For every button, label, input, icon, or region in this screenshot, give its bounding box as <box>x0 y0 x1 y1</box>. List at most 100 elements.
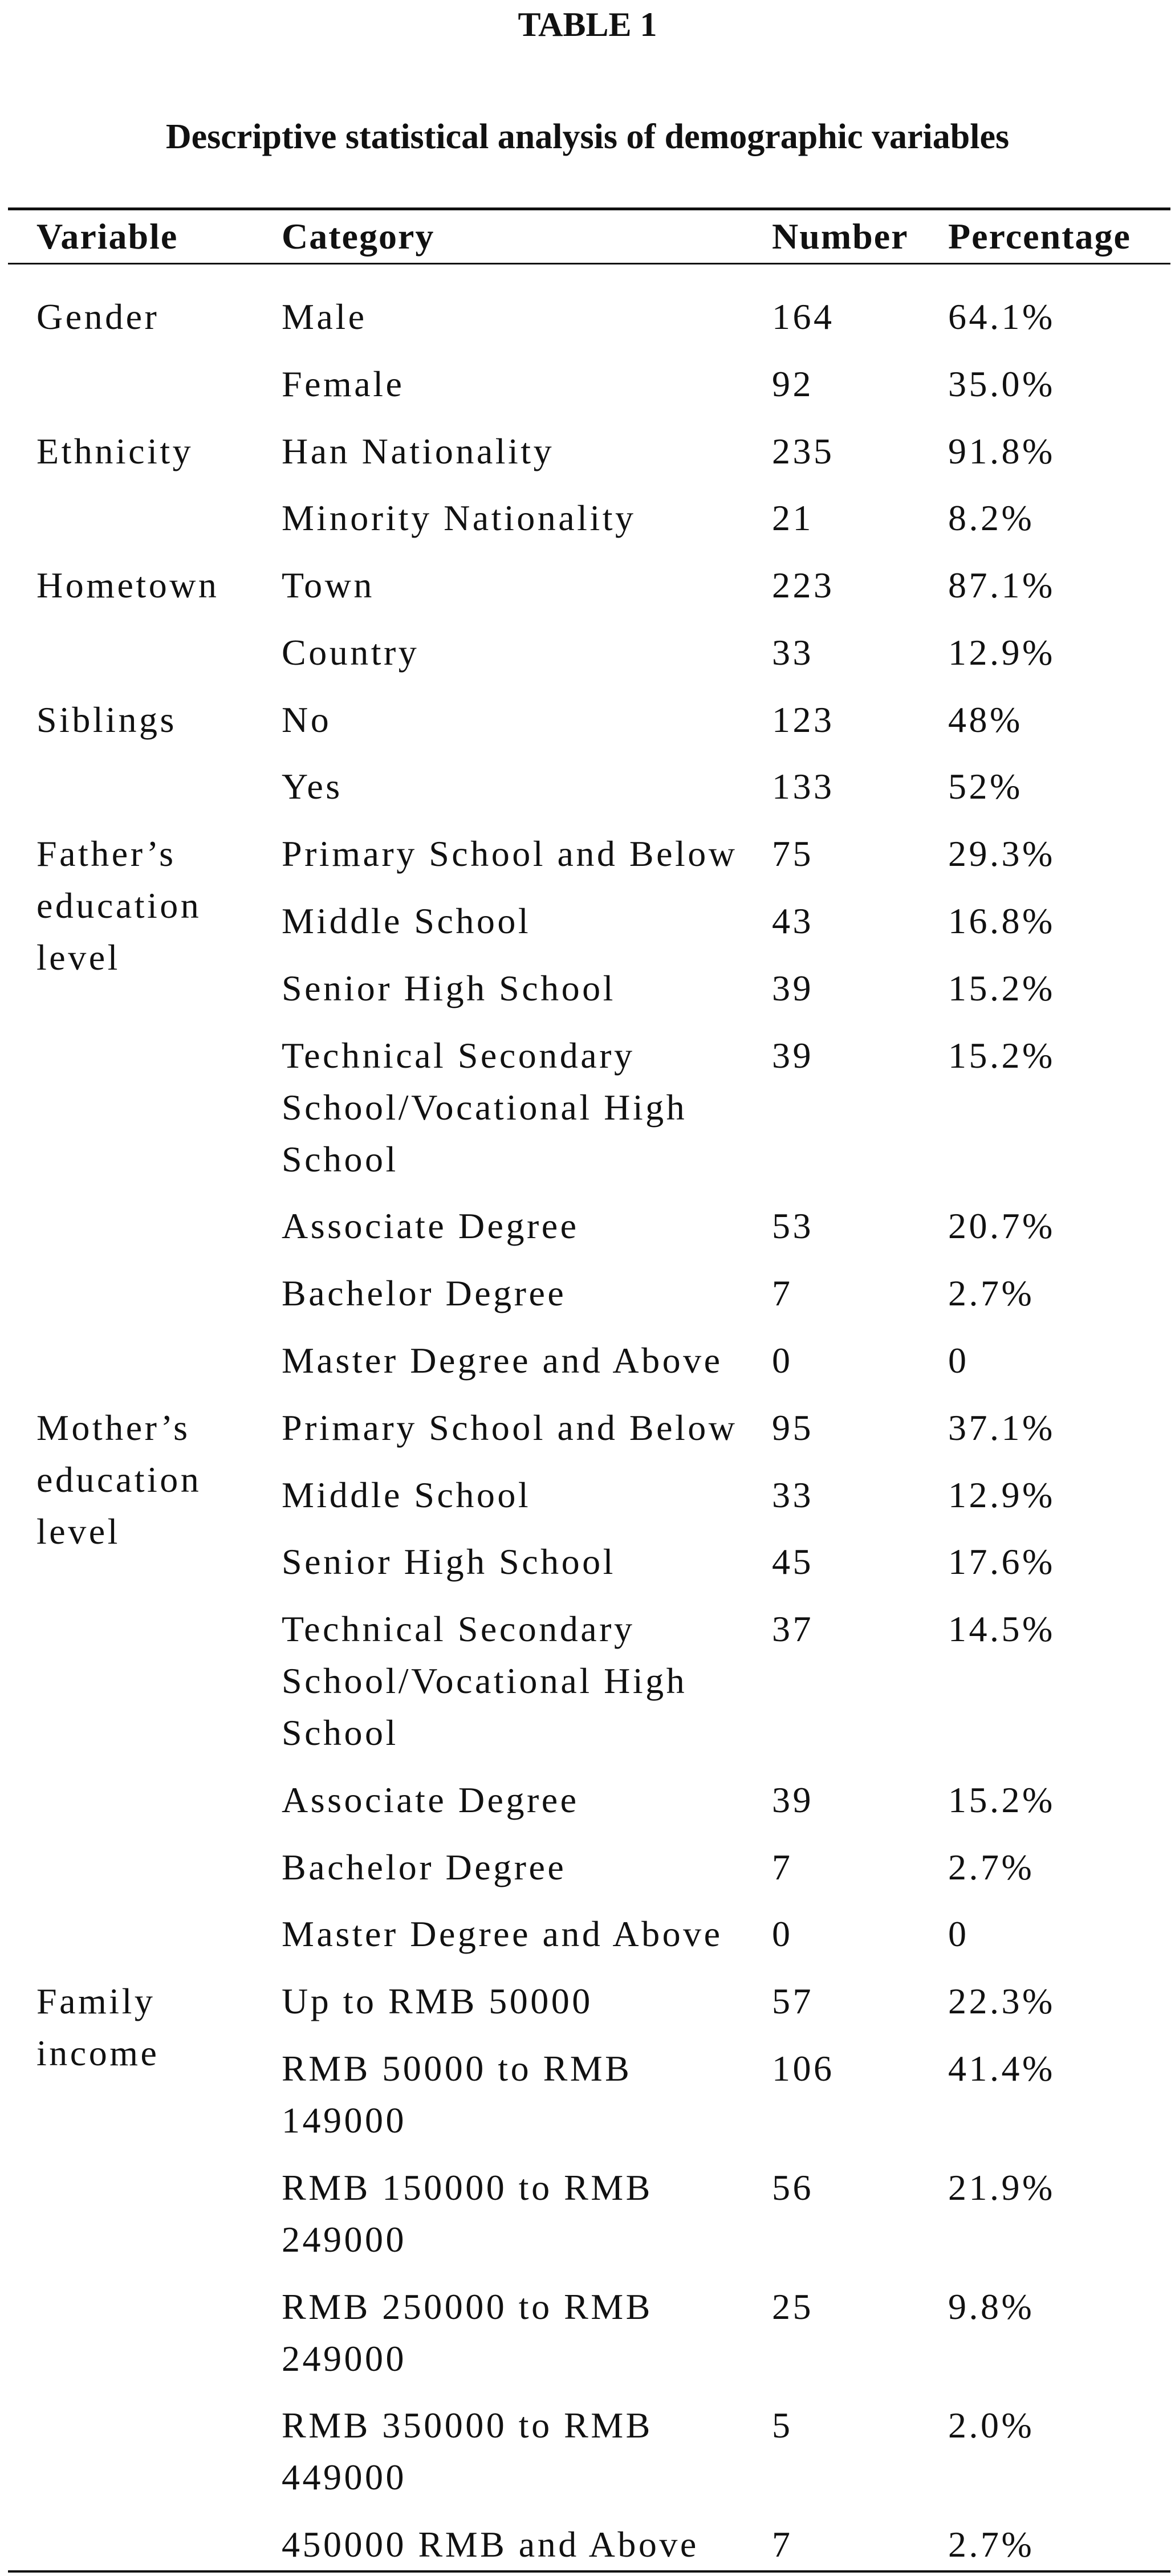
number-cell: 39 <box>772 967 814 1008</box>
table-row: Yes 133 52% <box>8 753 1170 820</box>
variable-cell: Gender <box>36 296 160 337</box>
table-row: Associate Degree 39 15.2% <box>8 1766 1170 1833</box>
data-table: Variable Category Number Percentage Gend… <box>8 207 1170 2573</box>
category-cell: RMB 150000 to RMB 249000 <box>282 2167 653 2260</box>
table-row: RMB 250000 to RMB 249000 25 9.8% <box>8 2273 1170 2392</box>
percentage-cell: 22.3% <box>948 1981 1055 2022</box>
percentage-cell: 64.1% <box>948 296 1055 337</box>
table-title: TABLE 1 <box>518 6 657 43</box>
table-row: Associate Degree 53 20.7% <box>8 1193 1170 1260</box>
category-cell: Middle School <box>282 901 531 942</box>
percentage-cell: 0 <box>948 1914 969 1955</box>
percentage-cell: 35.0% <box>948 363 1055 404</box>
table-row: Technical Secondary School/Vocational Hi… <box>8 1596 1170 1767</box>
percentage-cell: 2.7% <box>948 2524 1035 2565</box>
category-cell: Middle School <box>282 1474 531 1515</box>
number-cell: 37 <box>772 1609 814 1650</box>
number-cell: 33 <box>772 1474 814 1515</box>
percentage-cell: 12.9% <box>948 632 1055 673</box>
percentage-cell: 12.9% <box>948 1474 1055 1515</box>
table-row: Hometown Town 223 87.1% <box>8 552 1170 619</box>
percentage-cell: 14.5% <box>948 1609 1055 1650</box>
percentage-cell: 17.6% <box>948 1541 1055 1582</box>
table-row: Middle School 33 12.9% <box>8 1461 1170 1528</box>
percentage-cell: 2.0% <box>948 2405 1035 2446</box>
percentage-cell: 48% <box>948 699 1023 740</box>
category-cell: Technical Secondary School/Vocational Hi… <box>282 1035 688 1179</box>
percentage-cell: 8.2% <box>948 498 1035 539</box>
percentage-cell: 41.4% <box>948 2048 1055 2089</box>
percentage-cell: 15.2% <box>948 1779 1055 1820</box>
category-cell: Senior High School <box>282 967 616 1008</box>
category-cell: Country <box>282 632 420 673</box>
header-cell: Category <box>282 216 435 257</box>
number-cell: 106 <box>772 2048 835 2089</box>
category-cell: Senior High School <box>282 1541 616 1582</box>
table-row: Master Degree and Above 0 0 <box>8 1327 1170 1394</box>
number-cell: 133 <box>772 766 835 807</box>
header-row: Variable Category Number Percentage <box>8 209 1170 264</box>
category-cell: Bachelor Degree <box>282 1273 567 1314</box>
number-cell: 33 <box>772 632 814 673</box>
category-cell: Technical Secondary School/Vocational Hi… <box>282 1609 688 1753</box>
table-row: Female 92 35.0% <box>8 350 1170 417</box>
table-row: Father’s education level Primary School a… <box>8 820 1170 978</box>
number-cell: 43 <box>772 901 814 942</box>
category-cell: Primary School and Below <box>282 833 738 874</box>
percentage-cell: 21.9% <box>948 2167 1055 2208</box>
number-cell: 164 <box>772 296 835 337</box>
number-cell: 0 <box>772 1914 793 1955</box>
category-cell: Master Degree and Above <box>282 1340 723 1381</box>
number-cell: 92 <box>772 363 814 404</box>
category-cell: 450000 RMB and Above <box>282 2524 699 2565</box>
table-caption: Descriptive statistical analysis of demo… <box>165 117 1010 156</box>
category-cell: Bachelor Degree <box>282 1846 567 1887</box>
category-cell: Town <box>282 565 375 606</box>
number-cell: 7 <box>772 1273 793 1314</box>
category-cell: RMB 350000 to RMB 449000 <box>282 2405 653 2498</box>
percentage-cell: 15.2% <box>948 967 1055 1008</box>
number-cell: 235 <box>772 430 835 471</box>
percentage-cell: 91.8% <box>948 430 1055 471</box>
variable-cell: Hometown <box>36 565 219 606</box>
number-cell: 0 <box>772 1340 793 1381</box>
variable-cell: Siblings <box>36 699 177 740</box>
header-cell: Number <box>772 216 909 257</box>
table-row: Siblings No 123 48% <box>8 686 1170 753</box>
table-body: Gender Male 164 64.1% Female 92 35.0% Ethnicity… <box>8 264 1170 2572</box>
table-row: Gender Male 164 64.1% <box>8 264 1170 351</box>
percentage-cell: 87.1% <box>948 565 1055 606</box>
header-cell: Percentage <box>948 216 1131 257</box>
number-cell: 21 <box>772 498 814 539</box>
number-cell: 5 <box>772 2405 793 2446</box>
number-cell: 57 <box>772 1981 814 2022</box>
category-cell: Han Nationality <box>282 430 555 471</box>
percentage-cell: 15.2% <box>948 1035 1055 1076</box>
category-cell: Male <box>282 296 367 337</box>
number-cell: 53 <box>772 1206 814 1247</box>
table-row: Technical Secondary School/Vocational Hi… <box>8 1022 1170 1193</box>
table-header: Variable Category Number Percentage <box>8 209 1170 264</box>
table-row: Mother’s education level Primary School a… <box>8 1394 1170 1552</box>
percentage-cell: 0 <box>948 1340 969 1381</box>
number-cell: 95 <box>772 1407 814 1448</box>
table-row: Ethnicity Han Nationality 235 91.8% <box>8 417 1170 485</box>
category-cell: Primary School and Below <box>282 1407 738 1448</box>
table-row: Bachelor Degree 7 2.7% <box>8 1833 1170 1901</box>
category-cell: Master Degree and Above <box>282 1914 723 1955</box>
percentage-cell: 16.8% <box>948 901 1055 942</box>
number-cell: 39 <box>772 1035 814 1076</box>
number-cell: 7 <box>772 1846 793 1887</box>
table-row: Bachelor Degree 7 2.7% <box>8 1260 1170 1327</box>
number-cell: 39 <box>772 1779 814 1820</box>
table-row: Family income Up to RMB 50000 57 22.3% <box>8 1968 1170 2073</box>
variable-cell: Ethnicity <box>36 430 194 471</box>
category-cell: RMB 250000 to RMB 249000 <box>282 2286 653 2379</box>
percentage-cell: 20.7% <box>948 1206 1055 1247</box>
number-cell: 56 <box>772 2167 814 2208</box>
percentage-cell: 29.3% <box>948 833 1055 874</box>
table-row: Senior High School 45 17.6% <box>8 1528 1170 1596</box>
category-cell: Yes <box>282 766 343 807</box>
